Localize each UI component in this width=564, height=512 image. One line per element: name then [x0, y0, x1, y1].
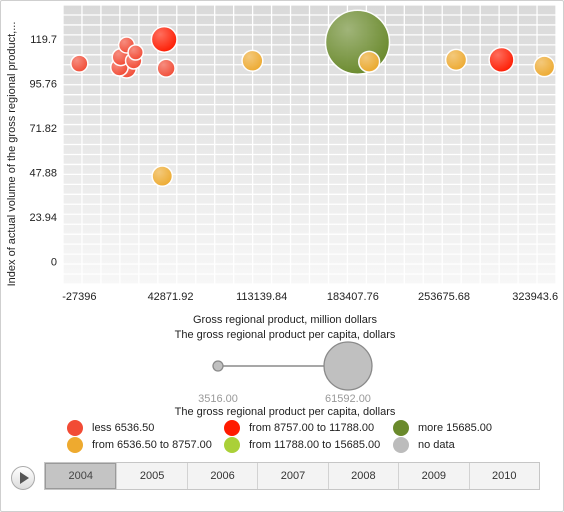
y-axis-label: Index of actual volume of the gross regi… — [6, 21, 18, 287]
timeline-year-2009[interactable]: 2009 — [398, 463, 468, 489]
year-timeline[interactable]: 2004 2005 2006 2007 2008 2009 2010 — [44, 462, 540, 490]
legend-item: from 11788.00 to 15685.00 — [224, 437, 380, 453]
legend-label: no data — [418, 439, 455, 451]
x-tick-label: 183407.76 — [327, 291, 379, 303]
size-legend-min-label: 3516.00 — [198, 393, 238, 405]
y-tick-label: 119.7 — [30, 34, 57, 46]
legend-item: no data — [393, 437, 455, 453]
size-legend-max-bubble — [323, 341, 373, 391]
size-legend-title-bottom: The gross regional product per capita, d… — [174, 406, 396, 418]
data-bubble-shine — [151, 26, 177, 53]
y-tick-label: 71.82 — [29, 123, 57, 135]
legend-swatch — [224, 437, 240, 453]
y-tick-label: 95.76 — [29, 79, 57, 91]
play-button[interactable] — [11, 466, 35, 490]
data-bubble-shine — [445, 49, 467, 71]
legend-swatch — [67, 437, 83, 453]
legend-item: from 6536.50 to 8757.00 — [67, 437, 212, 453]
legend-swatch — [393, 437, 409, 453]
data-bubble-shine — [489, 47, 514, 73]
legend-item: less 6536.50 — [67, 420, 154, 436]
size-legend-min-bubble — [212, 360, 224, 372]
size-legend-title-top: The gross regional product per capita, d… — [174, 329, 396, 341]
y-tick-label: 47.88 — [29, 168, 57, 180]
legend-swatch — [67, 420, 83, 436]
legend-item: more 15685.00 — [393, 420, 492, 436]
legend-label: from 11788.00 to 15685.00 — [249, 439, 381, 451]
play-icon — [20, 472, 29, 484]
data-bubble-shine — [534, 56, 555, 77]
legend-label: less 6536.50 — [92, 422, 155, 434]
x-tick-label: 253675.68 — [418, 291, 470, 303]
data-bubble-shine — [70, 55, 88, 73]
timeline-year-2010[interactable]: 2010 — [468, 463, 539, 489]
data-bubble-shine — [152, 165, 173, 187]
timeline-year-2004[interactable]: 2004 — [45, 463, 117, 489]
legend-label: from 8757.00 to 11788.00 — [249, 422, 375, 434]
legend-label: from 6536.50 to 8757.00 — [92, 439, 212, 451]
data-bubble-shine — [128, 44, 144, 61]
timeline-year-2008[interactable]: 2008 — [327, 463, 398, 489]
y-tick-label: 23.94 — [29, 212, 57, 224]
data-bubble-shine — [242, 50, 263, 72]
size-legend-max-label: 61592.00 — [325, 393, 371, 405]
x-tick-label: 113139.84 — [236, 291, 287, 303]
x-tick-label: 42871.92 — [148, 291, 194, 303]
data-bubble-shine — [358, 51, 380, 73]
data-bubble-shine — [157, 59, 176, 78]
legend-swatch — [224, 420, 240, 436]
legend-label: more 15685.00 — [418, 422, 492, 434]
timeline-year-2007[interactable]: 2007 — [257, 463, 327, 489]
timeline-year-2006[interactable]: 2006 — [186, 463, 257, 489]
x-tick-label: 323943.6 — [512, 291, 558, 303]
x-axis-label: Gross regional product, million dollars — [192, 314, 378, 326]
legend-item: from 8757.00 to 11788.00 — [224, 420, 374, 436]
legend-swatch — [393, 420, 409, 436]
timeline-year-2005[interactable]: 2005 — [116, 463, 186, 489]
x-tick-label: -27396 — [62, 291, 96, 303]
y-tick-label: 0 — [51, 257, 57, 269]
